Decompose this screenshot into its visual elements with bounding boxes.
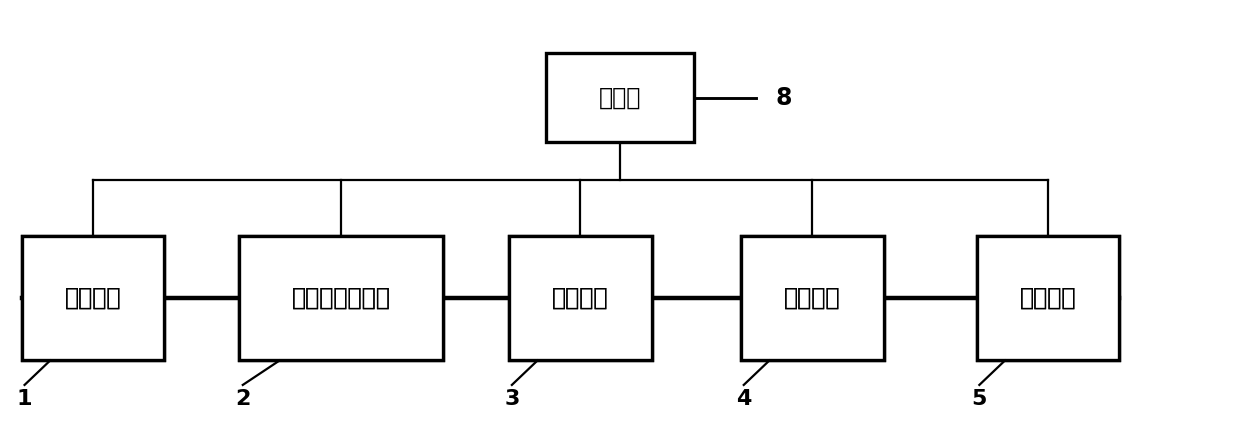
- Text: 4: 4: [737, 389, 751, 409]
- Bar: [546, 53, 694, 142]
- Text: 5: 5: [972, 389, 987, 409]
- Text: 测量及定位机构: 测量及定位机构: [291, 286, 391, 310]
- Bar: [742, 236, 884, 360]
- Text: 进料机构: 进料机构: [64, 286, 122, 310]
- Text: 打标机构: 打标机构: [784, 286, 841, 310]
- Text: 切割机构: 切割机构: [552, 286, 609, 310]
- Text: 测量及定位机构: 测量及定位机构: [291, 286, 391, 310]
- Text: 2: 2: [236, 389, 250, 409]
- Bar: [510, 236, 652, 360]
- Bar: [238, 236, 444, 360]
- Bar: [977, 236, 1118, 360]
- Text: 3: 3: [505, 389, 520, 409]
- Text: 进料机构: 进料机构: [64, 286, 122, 310]
- Text: 折弯机构: 折弯机构: [1019, 286, 1076, 310]
- Bar: [510, 236, 652, 360]
- Text: 折弯机构: 折弯机构: [1019, 286, 1076, 310]
- Text: 控制器: 控制器: [599, 86, 641, 110]
- Text: 8: 8: [775, 86, 791, 110]
- Bar: [21, 236, 164, 360]
- Bar: [21, 236, 164, 360]
- Bar: [238, 236, 444, 360]
- Bar: [742, 236, 884, 360]
- Bar: [977, 236, 1118, 360]
- Text: 打标机构: 打标机构: [784, 286, 841, 310]
- Text: 1: 1: [17, 389, 32, 409]
- Text: 切割机构: 切割机构: [552, 286, 609, 310]
